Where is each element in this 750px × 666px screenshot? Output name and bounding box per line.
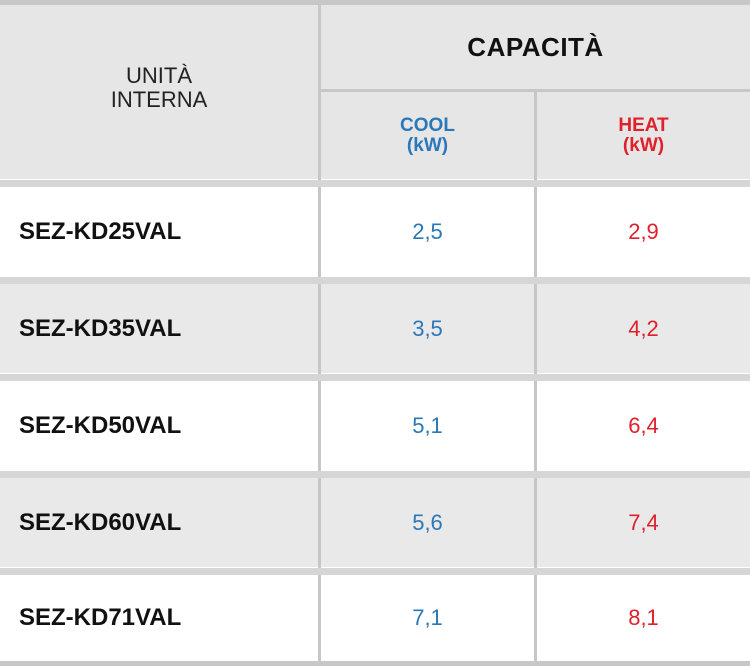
model-name: SEZ-KD71VAL	[19, 604, 182, 631]
table-row-bg	[0, 187, 750, 276]
unit-label-line2: INTERNA	[110, 87, 208, 112]
grid-line	[318, 575, 321, 661]
header-capacity-cell	[321, 5, 750, 89]
grid-line	[0, 568, 750, 575]
model-name: SEZ-KD25VAL	[19, 217, 182, 245]
grid-line	[534, 92, 537, 180]
grid-line	[321, 89, 750, 92]
cool-value: 5,6	[412, 509, 443, 535]
cool-unit: (kW)	[406, 134, 449, 156]
heat-column-header: HEAT (kW)	[537, 92, 750, 179]
grid-line	[534, 284, 537, 374]
header-cool-cell	[321, 92, 534, 179]
grid-line	[318, 187, 321, 277]
cool-value: 5,1	[412, 412, 443, 438]
unit-column-header: UNITÀ INTERNA	[0, 58, 318, 118]
grid-line	[534, 187, 537, 277]
cool-value: 2,5	[412, 218, 443, 244]
model-name: SEZ-KD50VAL	[19, 411, 182, 439]
heat-value: 8,1	[628, 605, 659, 630]
grid-line	[0, 180, 750, 187]
header-unit-cell	[0, 5, 318, 179]
grid-line	[318, 478, 321, 568]
heat-label: HEAT	[618, 114, 669, 136]
table-row-bg	[0, 575, 750, 661]
cool-column-header: COOL (kW)	[321, 92, 534, 179]
grid-line	[0, 0, 750, 5]
grid-line	[0, 277, 750, 284]
grid-line	[318, 381, 321, 471]
cool-value: 3,5	[412, 315, 443, 341]
grid-line	[534, 381, 537, 471]
table-row-bg	[0, 284, 750, 373]
cool-value: 7,1	[412, 605, 443, 630]
model-name: SEZ-KD35VAL	[19, 314, 182, 342]
grid-line	[318, 284, 321, 374]
grid-line	[0, 374, 750, 381]
heat-value: 2,9	[628, 218, 659, 244]
grid-line	[534, 478, 537, 568]
table-row-bg	[0, 381, 750, 470]
heat-value: 4,2	[628, 315, 659, 341]
grid-line	[0, 471, 750, 478]
heat-value: 7,4	[628, 509, 659, 535]
grid-line	[534, 575, 537, 661]
table-row-bg	[0, 478, 750, 567]
header-heat-cell	[537, 92, 750, 179]
unit-label-line1: UNITÀ	[126, 63, 192, 88]
heat-unit: (kW)	[622, 134, 665, 156]
capacity-title: CAPACITÀ	[467, 31, 604, 62]
model-name: SEZ-KD60VAL	[19, 508, 182, 536]
heat-value: 6,4	[628, 412, 659, 438]
cool-label: COOL	[400, 114, 455, 136]
grid-line	[0, 661, 750, 666]
grid-line	[318, 5, 321, 180]
